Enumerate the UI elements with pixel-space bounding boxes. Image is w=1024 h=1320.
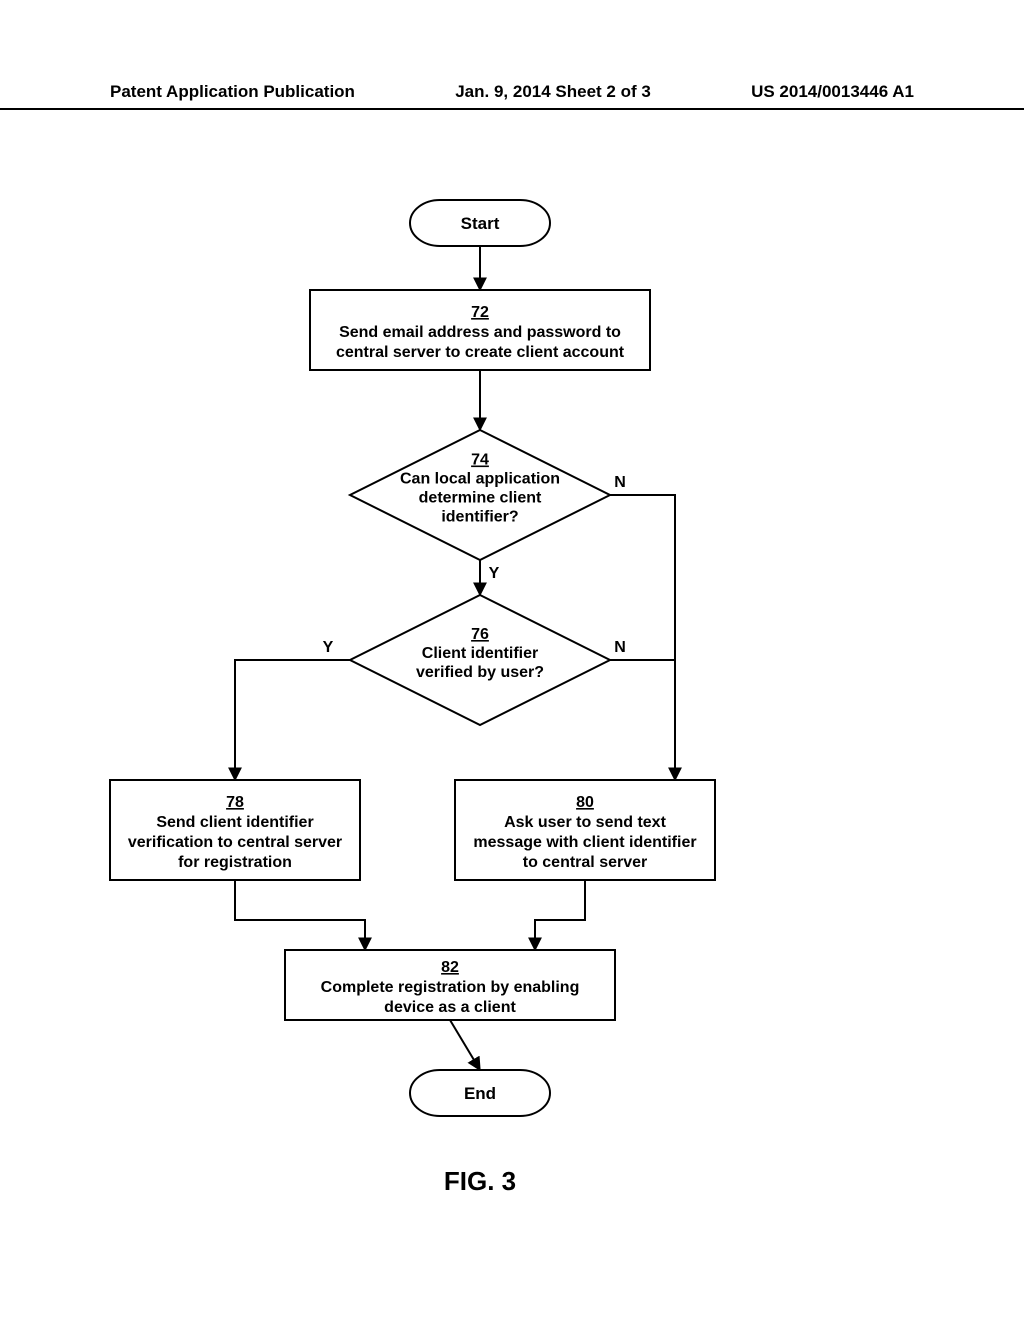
process-80-line3: to central server [523,854,648,871]
process-78-line2: verification to central server [128,834,342,851]
figure-label: FIG. 3 [444,1166,516,1196]
decision-74-ref: 74 [471,452,489,469]
branch-74-no: N [614,474,626,491]
page: Patent Application Publication Jan. 9, 2… [0,0,1024,1320]
edge [235,660,350,780]
flowchart-svg: Start 72 Send email address and password t… [0,180,1024,1230]
process-80-ref: 80 [576,794,594,811]
decision-76-line2: verified by user? [416,664,544,681]
process-82-line1: Complete registration by enabling [321,979,580,996]
start-terminal-label: Start [461,214,500,233]
process-78-line1: Send client identifier [156,814,313,831]
decision-74-line2: determine client [419,490,542,507]
page-header: Patent Application Publication Jan. 9, 2… [0,82,1024,110]
header-left: Patent Application Publication [110,82,355,102]
header-right: US 2014/0013446 A1 [751,82,914,102]
end-terminal: End [410,1070,550,1116]
decision-74: 74 Can local application determine client i… [350,430,610,560]
edge [535,880,585,950]
edge [235,880,365,950]
process-78: 78 Send client identifier verification to … [110,780,360,880]
decision-74-line1: Can local application [400,471,560,488]
process-82-line2: device as a client [384,999,516,1016]
branch-76-yes: Y [323,639,334,656]
edge [450,1020,480,1070]
decision-76-line1: Client identifier [422,645,538,662]
process-82: 82 Complete registration by enabling devic… [285,950,615,1020]
process-80-line2: message with client identifier [473,834,696,851]
process-72-line2: central server to create client account [336,344,625,361]
process-80: 80 Ask user to send text message with clie… [455,780,715,880]
process-78-line3: for registration [178,854,292,871]
process-72-ref: 72 [471,304,489,321]
decision-76-ref: 76 [471,626,489,643]
process-78-ref: 78 [226,794,244,811]
end-terminal-label: End [464,1084,496,1103]
edge [610,495,675,780]
branch-74-yes: Y [489,565,500,582]
process-80-line1: Ask user to send text [504,814,667,831]
decision-76: 76 Client identifier verified by user? [350,595,610,725]
process-82-ref: 82 [441,959,459,976]
process-72: 72 Send email address and password to cent… [310,290,650,370]
header-center: Jan. 9, 2014 Sheet 2 of 3 [455,82,651,102]
decision-74-line3: identifier? [441,509,518,526]
branch-76-no: N [614,639,626,656]
start-terminal: Start [410,200,550,246]
flowchart-container: Start 72 Send email address and password t… [0,180,1024,1230]
process-72-line1: Send email address and password to [339,324,621,341]
